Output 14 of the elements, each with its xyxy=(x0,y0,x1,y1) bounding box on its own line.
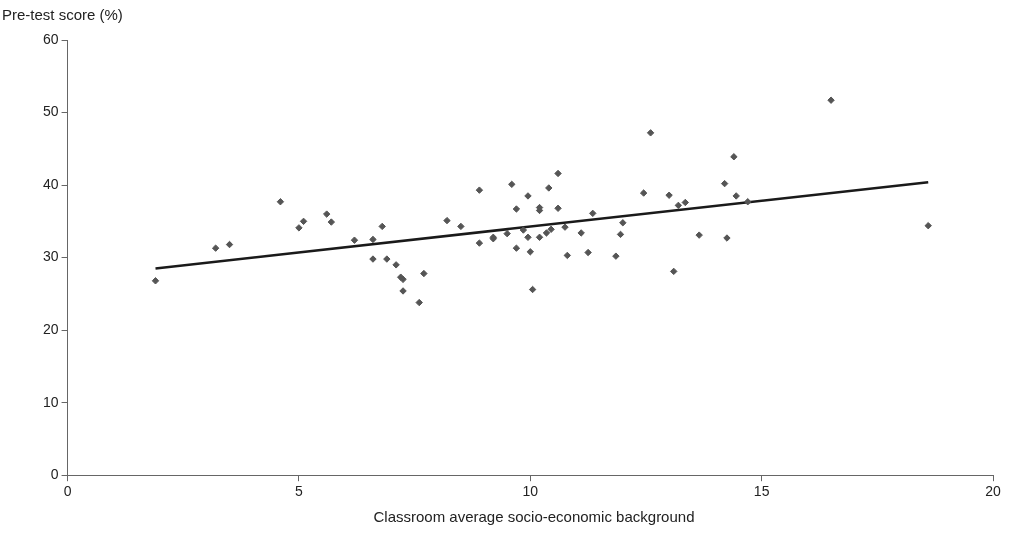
y-tick-label: 60 xyxy=(42,30,59,47)
x-tick-label: 15 xyxy=(753,483,770,500)
x-tick-label: 0 xyxy=(63,483,72,500)
x-tick-label: 5 xyxy=(295,483,304,500)
y-tick-label: 40 xyxy=(42,175,59,192)
y-axis-title: Pre-test score (%) xyxy=(2,6,123,23)
y-tick-label: 10 xyxy=(42,393,59,410)
x-tick-label: 20 xyxy=(985,483,1001,500)
y-tick-label: 20 xyxy=(42,320,59,337)
y-tick-label: 0 xyxy=(50,466,59,483)
x-tick-label: 10 xyxy=(522,483,539,500)
x-axis-title: Classroom average socio-economic background xyxy=(372,508,696,525)
y-tick-label: 30 xyxy=(42,248,59,265)
y-tick-label: 50 xyxy=(42,103,59,120)
